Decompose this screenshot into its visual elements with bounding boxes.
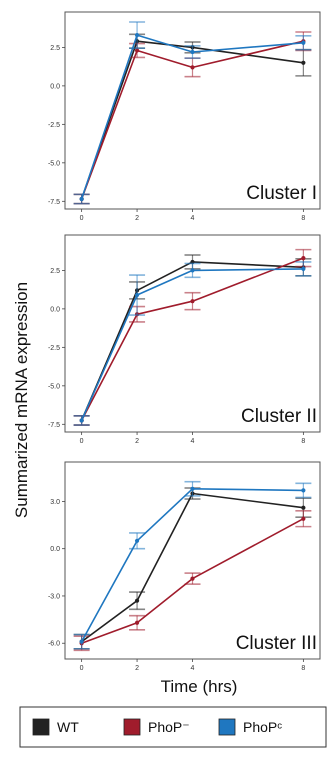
data-point [190,268,195,273]
x-tick-label: 2 [135,438,139,445]
data-point [301,60,306,65]
data-point [301,266,306,271]
y-tick-label: 0.0 [50,546,60,553]
series-line [80,261,304,421]
data-point [301,40,306,45]
y-tick-label: -7.5 [48,422,60,429]
data-point [190,49,195,55]
y-tick-label: -2.5 [48,122,60,129]
data-point [134,538,140,543]
series-line [80,40,304,200]
legend-swatch [123,718,141,736]
series-phop [73,261,312,426]
legend-label: PhoPᶜ [243,719,282,735]
legend-swatch [218,718,236,736]
data-point [134,598,140,603]
x-tick-label: 8 [301,215,305,222]
y-tick-label: -6.0 [48,641,60,648]
y-tick-label: 0.0 [50,83,60,90]
series-line [81,492,304,643]
y-axis-title: Summarized mRNA expression [12,282,31,518]
data-point [79,196,84,202]
data-point [190,486,195,491]
data-point [301,488,306,493]
panel-1: -7.5 -5.0 -2.5 0.0 2.5 0 2 4 8 Cluster I [48,11,321,222]
y-tick-label: 2.5 [50,268,60,275]
legend-item: PhoPᶜ [218,718,282,736]
x-tick-label: 0 [80,215,84,222]
x-axis-title: Time (hrs) [161,677,238,696]
x-tick-label: 4 [191,438,195,445]
series-line [80,257,304,421]
legend: WT PhoP⁻ PhoPᶜ [19,706,327,748]
data-point [134,32,140,38]
data-point [134,620,140,625]
y-tick-label: -5.0 [48,383,60,390]
y-tick-label: 3.0 [50,499,60,506]
series-phop [73,21,312,205]
panel-2: -7.5 -5.0 -2.5 0.0 2.5 0 2 4 8 Cluster II [48,234,321,445]
y-tick-label: -5.0 [48,160,60,167]
data-point [190,576,195,581]
series-line [80,268,304,421]
data-point [79,639,84,644]
data-point [301,505,306,510]
data-point [301,255,306,261]
y-tick-label: -2.5 [48,345,60,352]
x-tick-label: 8 [301,438,305,445]
legend-swatch [32,718,50,736]
series-phop [73,480,312,650]
legend-item: PhoP⁻ [123,718,190,736]
series-line [80,487,304,643]
data-point [79,418,84,423]
y-tick-label: 2.5 [50,45,60,52]
x-tick-label: 0 [80,438,84,445]
data-point [134,48,140,53]
x-tick-label: 2 [135,215,139,222]
series-line [80,34,304,200]
cluster-label: Cluster II [241,406,317,427]
x-tick-label: 4 [191,215,195,222]
cluster-label: Cluster III [236,633,317,654]
panel-3: -6.0 -3.0 0.0 3.0 0 2 4 8 Cluster III [48,461,321,672]
y-tick-label: 0.0 [50,306,60,313]
x-tick-label: 4 [191,665,195,672]
legend-label: PhoP⁻ [148,719,190,735]
x-tick-label: 0 [80,665,84,672]
x-tick-label: 2 [135,665,139,672]
y-tick-label: -3.0 [48,593,60,600]
x-tick-label: 8 [301,665,305,672]
data-point [301,516,306,521]
data-point [190,299,195,304]
data-point [190,65,195,70]
data-point [134,292,140,298]
series-line [81,517,304,644]
legend-label: WT [57,719,79,735]
y-tick-label: -7.5 [48,199,60,206]
legend-item: WT [32,718,79,736]
cluster-label: Cluster I [246,183,317,204]
legend-box [19,706,327,748]
